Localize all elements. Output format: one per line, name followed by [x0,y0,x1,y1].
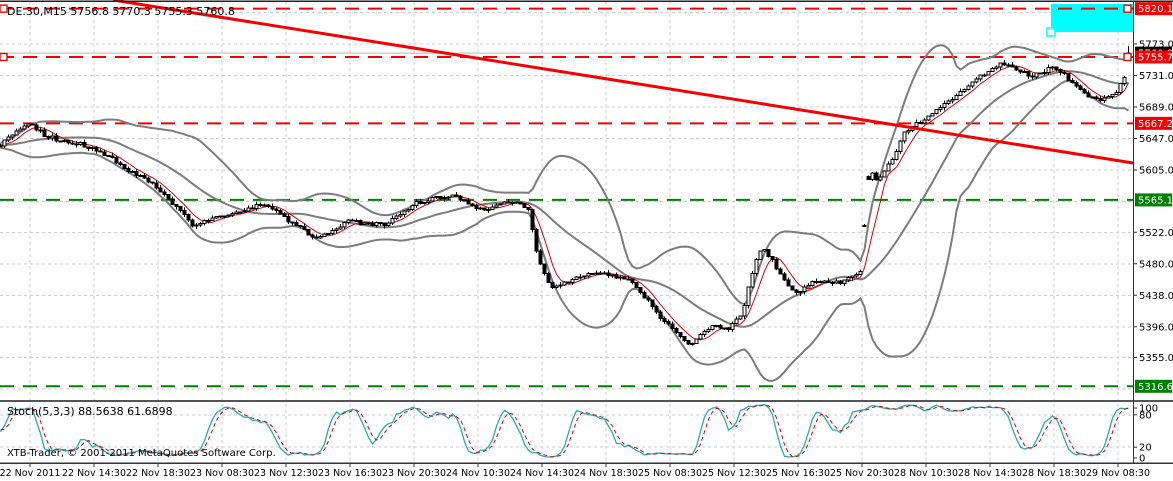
time-tick-label: 24 Nov 14:30 [510,468,574,479]
price-level-tag [1135,2,1172,16]
platform-copyright: XTB-Trader, © 2001-2011 MetaQuotes Softw… [7,448,276,459]
stochastic-indicator-label: Stoch(5,3,3) 88.5638 61.6898 [7,405,173,418]
bollinger-bands-layer [0,44,1130,382]
price-level-tag-text: 5755.7 [1138,52,1173,63]
price-tick-label: 5438.0 [1139,291,1173,302]
price-tick-label: 5647.0 [1139,134,1173,145]
stoch-tick-label: 100 [1139,404,1158,415]
price-tick-label: 5689.0 [1139,103,1173,114]
price-tick-label: 5396.0 [1139,322,1173,333]
time-axis[interactable]: 22 Nov 2011 22 Nov 14:30 22 Nov 18:30 23 No… [0,463,1150,479]
time-tick-label: 25 Nov 16:30 [766,468,830,479]
hline-handle[interactable] [1123,52,1132,62]
time-tick-label: 24 Nov 18:30 [574,468,638,479]
time-tick-label: 23 Nov 12:30 [254,468,318,479]
time-tick-label: 23 Nov 20:30 [382,468,446,479]
candles-layer [0,46,1131,346]
price-level-tag-text: 5820.1 [1138,4,1173,15]
stochastic-layer [0,403,1129,458]
hline-handle[interactable] [1123,4,1132,13]
symbol-ohlc-header: DE.30,M15 5756.8 5770.3 5755.3 5760.8 [7,5,235,18]
trendline-layer[interactable] [112,0,1134,165]
rectangle-handle[interactable] [1046,27,1056,37]
object-handles-layer[interactable] [0,4,1132,62]
price-level-tag [1135,116,1172,130]
time-tick-label: 22 Nov 2011 [0,468,60,479]
time-tick-label: 25 Nov 08:30 [638,468,702,479]
time-tick-label: 28 Nov 10:30 [894,468,958,479]
stoch-tick-label: 0 [1139,454,1145,465]
hline-handle[interactable] [0,52,8,62]
time-tick-label: 22 Nov 18:30 [126,468,190,479]
time-tick-label: 23 Nov 16:30 [318,468,382,479]
price-level-tag [1135,193,1172,207]
time-tick-label: 25 Nov 20:30 [830,468,894,479]
price-tick-label: 5605.0 [1139,166,1173,177]
stoch-tick-label: 20 [1139,443,1152,454]
price-tick-label: 5355.0 [1139,353,1173,364]
hline-handle[interactable] [0,4,8,13]
price-level-tag-text: 5565.1 [1138,195,1173,206]
time-tick-label: 29 Nov 08:30 [1086,468,1150,479]
time-tick-label: 28 Nov 14:30 [958,468,1022,479]
level-lines-layer[interactable] [0,7,1133,388]
price-tick-label: 5773.0 [1139,40,1173,51]
time-tick-label: 22 Nov 14:30 [62,468,126,479]
time-tick-label: 23 Nov 08:30 [190,468,254,479]
price-level-tag-text: 5316.6 [1138,382,1173,393]
price-tick-label: 5731.0 [1139,71,1173,82]
stoch-tick-label: 80 [1139,410,1152,421]
time-tick-label: 24 Nov 10:30 [446,468,510,479]
time-tick-label: 28 Nov 18:30 [1022,468,1086,479]
price-axis[interactable]: 5773.0 5731.0 5689.0 5647.0 5605.0 5522.0 5480… [1133,2,1173,393]
price-level-tag [1135,50,1172,64]
price-tick-label: 5480.0 [1139,259,1173,270]
time-tick-label: 25 Nov 12:30 [702,468,766,479]
price-level-tag [1135,379,1172,393]
price-level-tag-text: 5667.2 [1138,119,1173,130]
price-tick-label: 5522.0 [1139,228,1173,239]
